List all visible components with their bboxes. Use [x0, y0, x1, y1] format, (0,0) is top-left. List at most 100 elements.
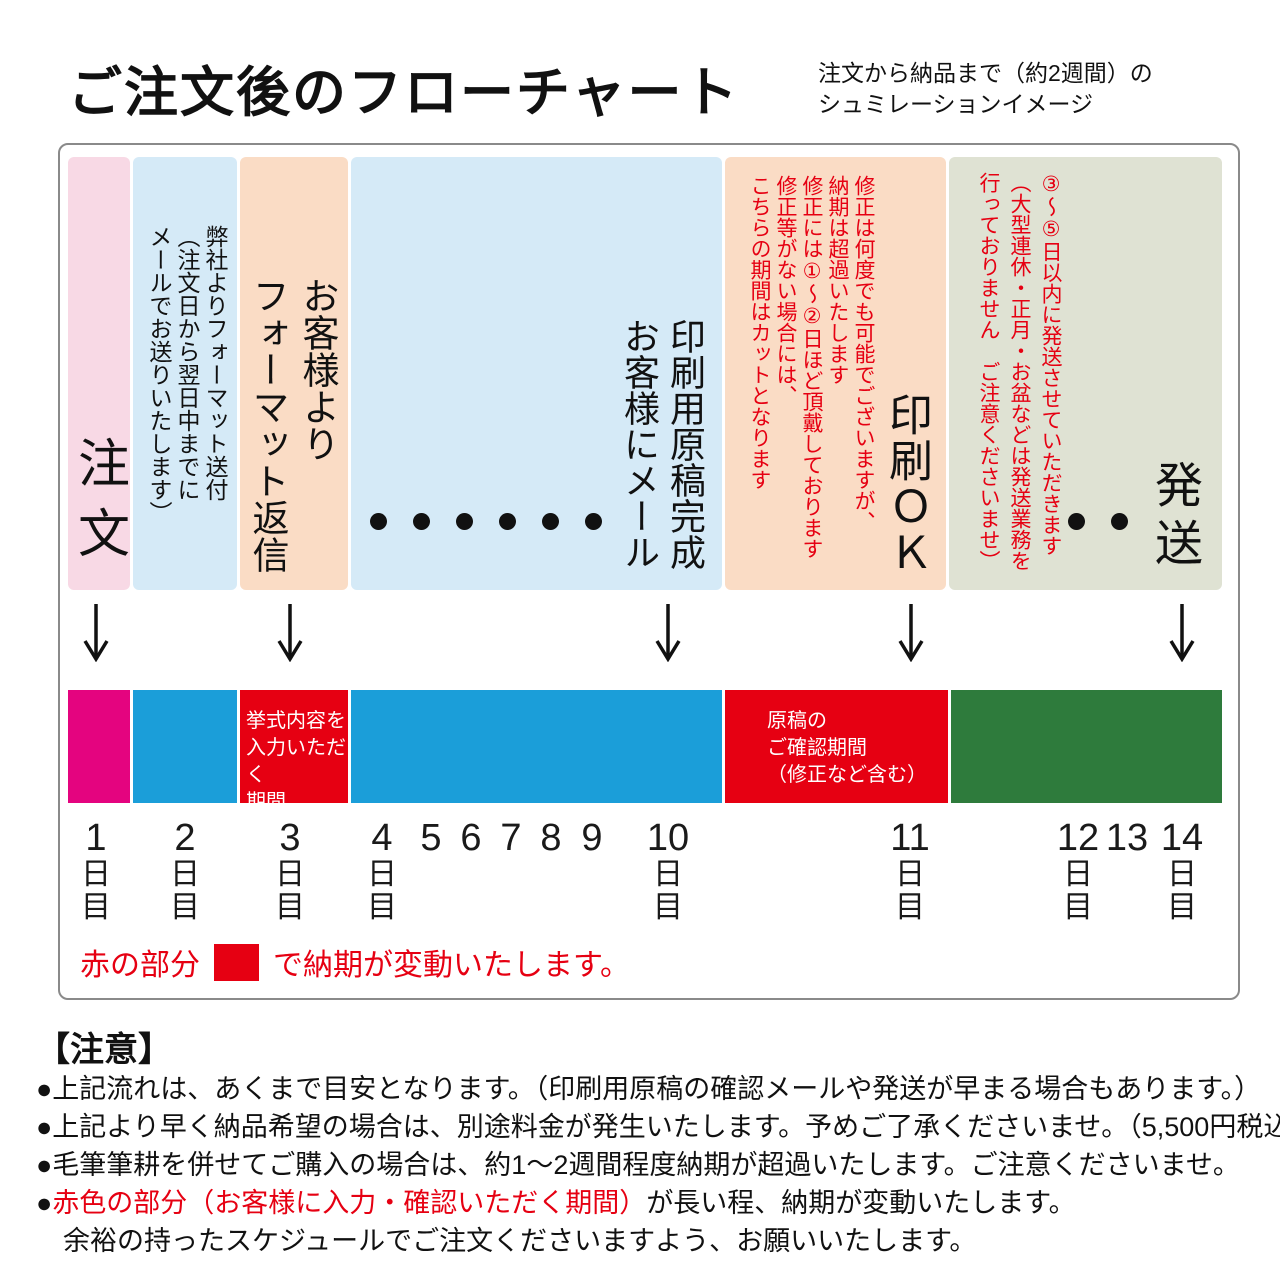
print-ok-note: 修正は何度でも可能でございますが、 納期は超過いたします 修正には①～②日ほど頂…	[746, 175, 876, 559]
format-reply-line-2: フォーマット返信	[247, 277, 288, 573]
day-label-11: 11 日目	[890, 818, 929, 924]
down-arrow-icon	[898, 604, 924, 662]
day-unit: 日	[1167, 858, 1197, 891]
note-item-2: ●上記より早く納品希望の場合は、別途料金が発生いたします。予めご了承くださいませ…	[36, 1112, 1280, 1142]
timeline-input-label: 挙式内容を 入力いただく 期間	[240, 690, 348, 816]
ellipsis-dots-icon	[370, 513, 602, 530]
day-unit: 日	[81, 858, 111, 891]
format-send-line-2: （注文日から翌日中までに	[174, 225, 200, 501]
ship-note-line-1: ③～⑤日以内に発送させていただきます	[1039, 172, 1062, 556]
timeline-segment-confirm-period: 原稿の ご確認期間 （修正など含む）	[725, 690, 948, 803]
down-arrow-icon	[277, 604, 303, 662]
day-unit: 目	[653, 891, 683, 924]
step-column-print-ok: 修正は何度でも可能でございますが、 納期は超過いたします 修正には①～②日ほど頂…	[725, 157, 946, 590]
step-column-ship: ③～⑤日以内に発送させていただきます （大型連休・正月・お盆などは発送業務を 行…	[949, 157, 1222, 590]
day-label-5: 5	[420, 818, 441, 858]
timeline-segment-order	[68, 690, 130, 803]
day-number: 2	[174, 817, 196, 859]
day-unit: 日	[1063, 858, 1093, 891]
notes-section: ●上記流れは、あくまで目安となります。（印刷用原稿の確認メールや発送が早まる場合…	[36, 1070, 1280, 1260]
dot-icon	[585, 513, 602, 530]
dot-icon	[542, 513, 559, 530]
day-label-9: 9	[581, 818, 602, 858]
day-number: 6	[460, 817, 482, 859]
day-label-7: 7	[500, 818, 521, 858]
print-ok-note-line-4: 修正等がない場合には、	[774, 175, 797, 406]
subtitle-line-2: シュミレーションイメージ	[818, 91, 1094, 117]
note-item-3: ●毛筆筆耕を併せてご購入の場合は、約1～2週間程度納期が超過いたします。ご注意く…	[36, 1150, 1240, 1180]
down-arrow-icon	[1169, 604, 1195, 662]
red-swatch	[214, 943, 259, 981]
legend-post-text: で納期が変動いたします。	[273, 949, 630, 982]
day-number: 10	[646, 817, 690, 859]
day-unit: 目	[1063, 891, 1093, 924]
day-number: 13	[1105, 817, 1149, 859]
dot-icon	[413, 513, 430, 530]
print-ok-note-line-2: 納期は超過いたします	[826, 175, 849, 385]
step-text-format-send: 弊社よりフォーマット送付 （注文日から翌日中までに メールでお送りいたします）	[145, 225, 229, 524]
input-label-line-1: 挙式内容を	[246, 710, 346, 732]
note-4-bullet: ●	[36, 1188, 53, 1218]
step-label-ship: 発送	[1147, 460, 1200, 576]
timeline-segment-format-send	[133, 690, 237, 803]
timeline-segment-production	[351, 690, 722, 803]
day-number: 11	[890, 817, 930, 859]
print-ok-note-line-1: 修正は何度でも可能でございますが、	[852, 175, 875, 532]
day-number: 9	[581, 817, 603, 859]
step-column-draft: 印刷用原稿完成 お客様にメール	[351, 157, 722, 590]
note-4-rest: が長い程、納期が変動いたします。	[646, 1188, 1076, 1218]
day-label-10: 10 日目	[647, 818, 689, 924]
day-unit: 日	[275, 858, 305, 891]
ship-note: ③～⑤日以内に発送させていただきます （大型連休・正月・お盆などは発送業務を 行…	[973, 172, 1066, 571]
print-ok-note-line-5: こちらの期間はカットとなります	[748, 175, 771, 490]
day-unit: 日	[894, 858, 925, 891]
day-unit: 目	[367, 891, 397, 924]
step-label-order: 注文	[69, 436, 128, 576]
day-unit: 目	[894, 891, 925, 924]
day-number: 5	[420, 817, 442, 859]
step-column-order: 注文	[68, 157, 130, 590]
note-item-1: ●上記流れは、あくまで目安となります。（印刷用原稿の確認メールや発送が早まる場合…	[36, 1074, 1262, 1104]
day-label-14: 14 日目	[1161, 818, 1203, 924]
dot-icon	[1111, 513, 1128, 530]
legend: 赤の部分 で納期が変動いたします。	[80, 940, 630, 984]
day-unit: 目	[170, 891, 200, 924]
ship-note-line-2: （大型連休・正月・お盆などは発送業務を	[1008, 172, 1031, 571]
subtitle-line-1: 注文から納品まで（約2週間）の	[818, 60, 1153, 86]
day-number: 1	[85, 817, 107, 859]
notes-heading: 【注意】	[36, 1031, 172, 1069]
input-label-line-2: 入力いただく	[246, 737, 346, 786]
timeline-segment-shipping	[951, 690, 1222, 803]
day-label-6: 6	[460, 818, 481, 858]
day-number: 7	[500, 817, 522, 859]
day-number: 14	[1160, 817, 1204, 859]
note-item-5: 余裕の持ったスケジュールでご注文くださいますよう、お願いいたします。	[36, 1226, 977, 1256]
input-label-line-3: 期間	[246, 791, 286, 813]
day-unit: 日	[653, 858, 683, 891]
draft-line-1: 印刷用原稿完成	[665, 318, 706, 570]
print-ok-note-line-3: 修正には①～②日ほど頂戴しております	[800, 175, 823, 559]
day-label-8: 8	[540, 818, 561, 858]
day-unit: 目	[275, 891, 305, 924]
confirm-label-line-3: （修正など含む）	[767, 764, 927, 786]
draft-line-2: お客様にメール	[619, 318, 660, 570]
ellipsis-dots-icon	[1068, 513, 1128, 530]
page-subtitle: 注文から納品まで（約2週間）の シュミレーションイメージ	[818, 58, 1153, 120]
day-label-12: 12 日目	[1057, 818, 1099, 924]
ship-note-line-3: 行っておりません ご注意くださいませ）	[977, 172, 1000, 571]
confirm-label-line-2: ご確認期間	[767, 737, 867, 759]
day-number: 3	[279, 817, 301, 859]
dot-icon	[499, 513, 516, 530]
day-unit: 目	[81, 891, 111, 924]
day-unit: 日	[170, 858, 200, 891]
page-title: ご注文後のフローチャート	[68, 63, 740, 123]
step-text-draft: 印刷用原稿完成 お客様にメール	[616, 318, 708, 570]
day-number: 12	[1056, 817, 1100, 859]
timeline-segment-input-period: 挙式内容を 入力いただく 期間	[240, 690, 348, 813]
legend-pre-text: 赤の部分	[80, 949, 200, 982]
